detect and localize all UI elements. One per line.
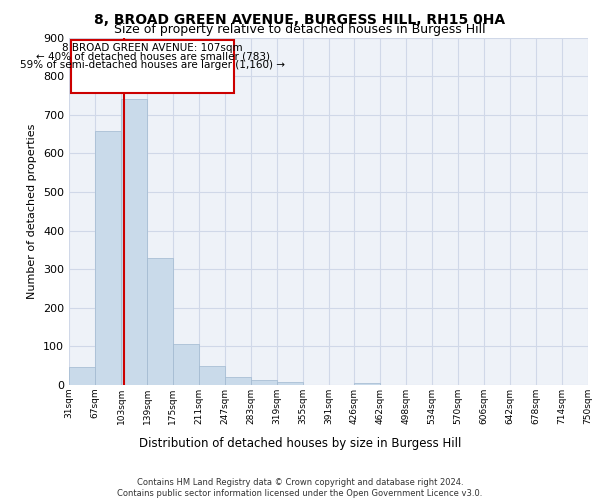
Bar: [121, 100, 147, 385]
Bar: [69, 367, 95, 385]
Text: 8, BROAD GREEN AVENUE, BURGESS HILL, RH15 0HA: 8, BROAD GREEN AVENUE, BURGESS HILL, RH1…: [94, 12, 506, 26]
Bar: [95, 130, 121, 385]
Bar: [225, 376, 251, 385]
Text: 8 BROAD GREEN AVENUE: 107sqm: 8 BROAD GREEN AVENUE: 107sqm: [62, 44, 243, 54]
Text: Contains HM Land Registry data © Crown copyright and database right 2024.
Contai: Contains HM Land Registry data © Crown c…: [118, 478, 482, 498]
Bar: [251, 380, 277, 385]
Text: 59% of semi-detached houses are larger (1,160) →: 59% of semi-detached houses are larger (…: [20, 60, 285, 70]
Y-axis label: Number of detached properties: Number of detached properties: [28, 124, 37, 299]
Bar: [173, 344, 199, 385]
Text: ← 40% of detached houses are smaller (783): ← 40% of detached houses are smaller (78…: [36, 52, 270, 62]
Bar: [277, 382, 302, 385]
Bar: [355, 382, 380, 385]
Bar: [199, 366, 225, 385]
Bar: [147, 258, 173, 385]
Bar: [71, 40, 235, 94]
Text: Size of property relative to detached houses in Burgess Hill: Size of property relative to detached ho…: [114, 22, 486, 36]
Text: Distribution of detached houses by size in Burgess Hill: Distribution of detached houses by size …: [139, 437, 461, 450]
